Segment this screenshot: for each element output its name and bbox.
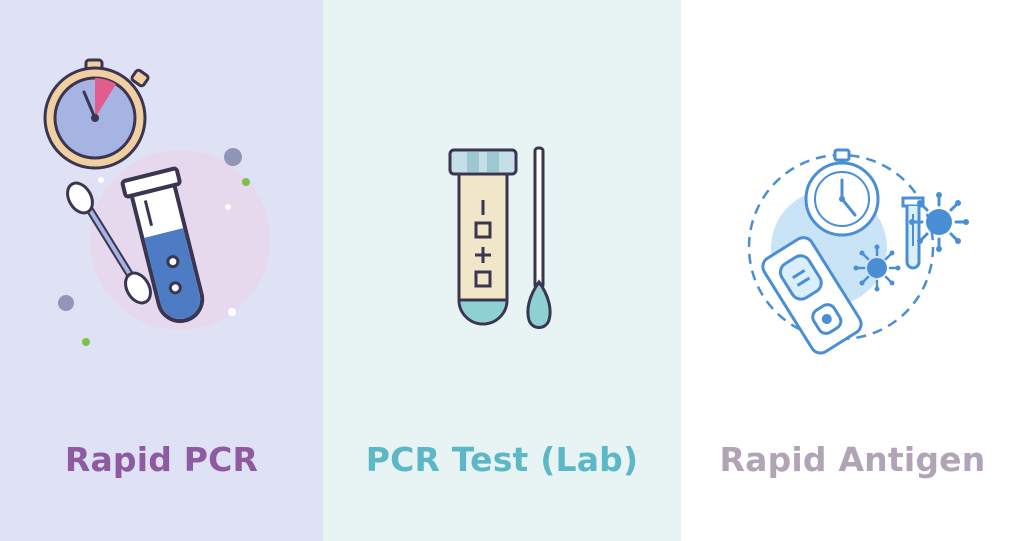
test-tube-icon xyxy=(120,166,205,323)
rapid-pcr-illustration xyxy=(43,58,270,346)
rapid-antigen-illustration xyxy=(747,148,969,355)
pcr-lab-panel: PCR Test (Lab) xyxy=(323,0,681,541)
rapid-pcr-title: Rapid PCR xyxy=(64,440,259,479)
cotton-swab-icon xyxy=(66,181,152,305)
pcr-lab-title: PCR Test (Lab) xyxy=(365,440,639,479)
rapid-antigen-title: Rapid Antigen xyxy=(719,440,986,479)
stopwatch-icon xyxy=(804,148,880,237)
swab-stick-icon xyxy=(526,146,552,329)
rapid-pcr-panel: Rapid PCR xyxy=(0,0,323,541)
antigen-test-cassette-icon xyxy=(761,236,863,355)
virus-icon xyxy=(909,192,969,252)
dropper-icon xyxy=(901,196,925,270)
stopwatch-icon xyxy=(43,58,150,170)
virus-icon xyxy=(853,244,901,292)
pcr-lab-illustration xyxy=(448,146,552,329)
rapid-antigen-panel: Rapid Antigen xyxy=(681,0,1024,541)
sample-tube-icon xyxy=(448,148,518,326)
